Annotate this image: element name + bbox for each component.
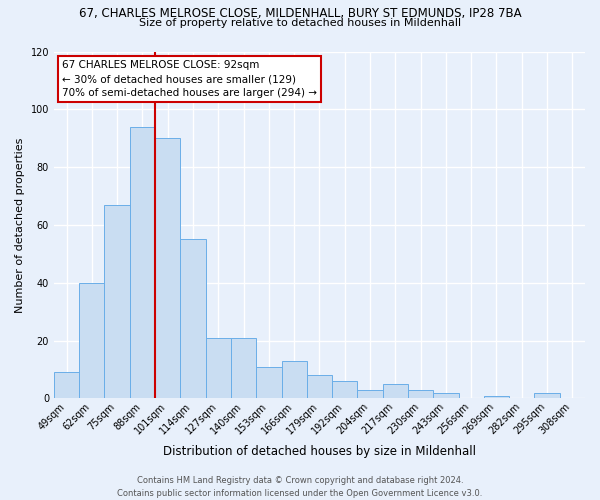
Text: Size of property relative to detached houses in Mildenhall: Size of property relative to detached ho…	[139, 18, 461, 28]
X-axis label: Distribution of detached houses by size in Mildenhall: Distribution of detached houses by size …	[163, 444, 476, 458]
Bar	[535, 392, 560, 398]
Bar	[256, 366, 281, 398]
Bar	[181, 240, 206, 398]
Bar	[358, 390, 383, 398]
Bar	[484, 396, 509, 398]
Bar	[79, 283, 104, 399]
Text: 67, CHARLES MELROSE CLOSE, MILDENHALL, BURY ST EDMUNDS, IP28 7BA: 67, CHARLES MELROSE CLOSE, MILDENHALL, B…	[79, 8, 521, 20]
Text: Contains HM Land Registry data © Crown copyright and database right 2024.
Contai: Contains HM Land Registry data © Crown c…	[118, 476, 482, 498]
Y-axis label: Number of detached properties: Number of detached properties	[15, 138, 25, 312]
Text: 67 CHARLES MELROSE CLOSE: 92sqm
← 30% of detached houses are smaller (129)
70% o: 67 CHARLES MELROSE CLOSE: 92sqm ← 30% of…	[62, 60, 317, 98]
Bar	[383, 384, 408, 398]
Bar	[332, 381, 358, 398]
Bar	[104, 204, 130, 398]
Bar	[281, 361, 307, 399]
Bar	[54, 372, 79, 398]
Bar	[155, 138, 181, 398]
Bar	[433, 392, 458, 398]
Bar	[231, 338, 256, 398]
Bar	[206, 338, 231, 398]
Bar	[408, 390, 433, 398]
Bar	[307, 376, 332, 398]
Bar	[130, 126, 155, 398]
